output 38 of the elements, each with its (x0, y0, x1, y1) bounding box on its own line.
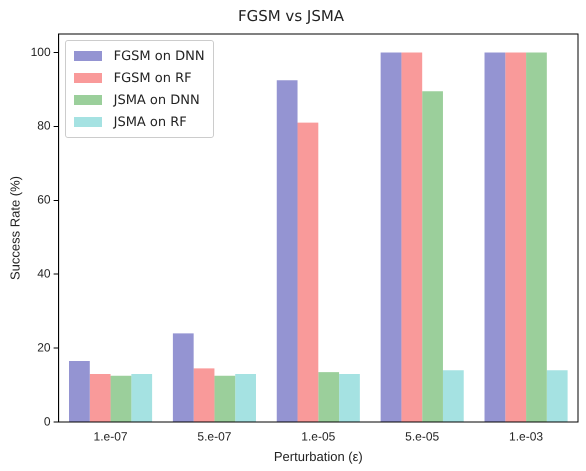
bar (505, 52, 526, 422)
x-tick-label: 5.e-05 (405, 430, 440, 444)
bar (110, 376, 132, 422)
bar (131, 374, 152, 422)
bar (401, 52, 422, 422)
bar (484, 52, 506, 422)
legend-label: JSMA on RF (114, 114, 187, 130)
x-tick-label: 5.e-07 (197, 430, 232, 444)
bar (339, 374, 360, 422)
legend-label: JSMA on DNN (114, 92, 200, 108)
bar (214, 376, 236, 422)
bar (90, 374, 111, 422)
bar (422, 91, 443, 422)
bar (69, 361, 90, 422)
x-axis-title: Perturbation (ε) (274, 448, 363, 464)
bar (526, 52, 547, 422)
x-tick-label: 1.e-05 (301, 430, 336, 444)
bar (172, 333, 194, 422)
y-tick-label: 0 (44, 414, 51, 428)
y-axis-title: Success Rate (%) (7, 176, 22, 280)
chart-title: FGSM vs JSMA (238, 6, 345, 25)
bar (298, 122, 318, 422)
y-tick-label: 100 (30, 44, 51, 59)
y-tick-label: 20 (37, 340, 51, 354)
bar (194, 368, 214, 422)
bar (235, 374, 256, 422)
bar (546, 370, 568, 422)
y-tick-label: 40 (37, 266, 51, 281)
y-tick-label: 60 (37, 192, 51, 207)
legend-label: FGSM on RF (114, 70, 192, 86)
x-tick-label: 1.e-07 (94, 430, 128, 444)
legend-label: FGSM on DNN (114, 48, 205, 64)
bar (380, 52, 402, 422)
bar (442, 370, 464, 422)
bar (318, 372, 340, 422)
bar (276, 80, 298, 422)
y-tick-label: 80 (37, 118, 51, 133)
x-tick-label: 1.e-03 (509, 430, 544, 444)
